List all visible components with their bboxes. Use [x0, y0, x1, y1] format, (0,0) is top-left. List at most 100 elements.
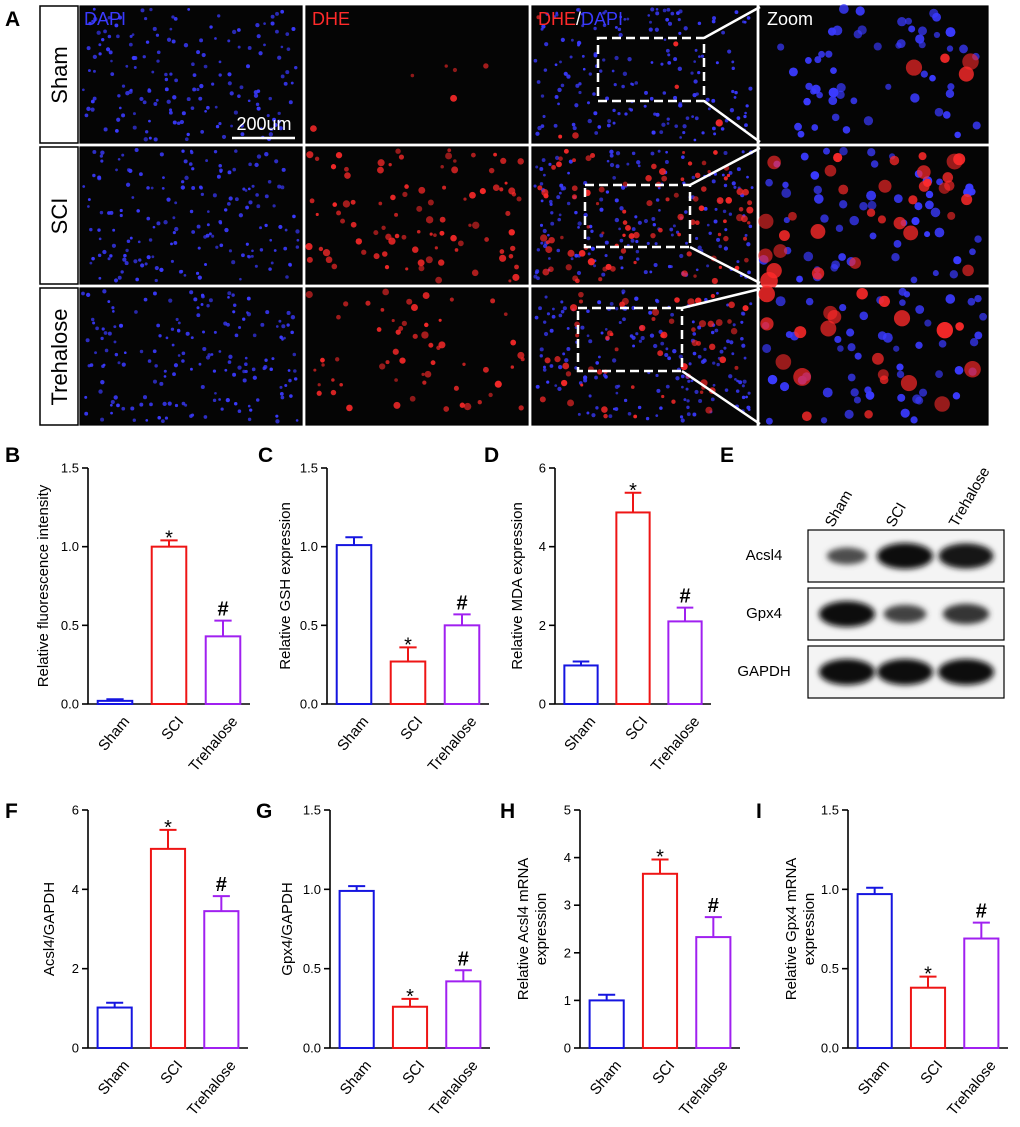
zoom-connector — [689, 245, 761, 285]
y-tick-label: 1.5 — [300, 461, 318, 476]
blot-row-label-acsl4: Acsl4 — [746, 547, 783, 564]
bar-trehalose — [667, 620, 703, 706]
label-dhe: DHE — [312, 9, 350, 29]
y-tick-label: 1.0 — [61, 539, 79, 554]
micrograph-cell — [305, 5, 529, 144]
zoom-connector — [681, 369, 761, 426]
zoom-connector — [703, 99, 761, 144]
panel-letter-f: F — [5, 800, 18, 823]
category-label: Trehalose — [425, 713, 481, 775]
y-tick-label: 0 — [564, 1041, 571, 1056]
significance-marker: # — [216, 874, 227, 896]
bar-sci — [909, 986, 947, 1049]
y-tick-label: 0.0 — [61, 697, 79, 712]
blot-band — [826, 547, 868, 565]
blot-bands — [819, 543, 994, 685]
significance-marker: # — [976, 901, 987, 923]
blot-band — [883, 604, 927, 624]
category-label: SCI — [399, 1057, 428, 1087]
y-axis-label: Acsl4/GAPDH — [41, 882, 58, 976]
bar-sham — [856, 893, 893, 1049]
bar-sham — [96, 1006, 133, 1049]
panel-letter-i: I — [756, 800, 762, 823]
panel-e: E Sham SCI Trehalose Acsl4 Gpx4 GAPDH — [720, 444, 1005, 699]
panel-letter-e: E — [720, 444, 734, 467]
bar-trehalose — [203, 910, 240, 1050]
y-axis-label: Relative fluorescence intensity — [35, 484, 52, 687]
blot-lane-sci: SCI — [883, 500, 910, 530]
bar-sham — [563, 664, 599, 705]
y-tick-label: 0.5 — [821, 961, 839, 976]
zoom-connector — [689, 146, 761, 187]
row-label-sci: SCI — [47, 198, 72, 235]
micrograph-nuclei — [81, 7, 298, 142]
y-tick-label: 6 — [72, 803, 79, 818]
blot-band — [938, 543, 994, 569]
blot-band — [938, 659, 994, 685]
y-tick-label: 0.0 — [821, 1041, 839, 1056]
category-label: SCI — [649, 1057, 678, 1087]
category-label: Sham — [334, 713, 372, 754]
y-tick-label: 1 — [564, 993, 571, 1008]
panel-letter-g: G — [256, 800, 272, 823]
category-label: Trehalose — [186, 713, 242, 775]
y-tick-label: 1.5 — [303, 803, 321, 818]
bar-trehalose — [445, 980, 482, 1049]
row-label-box-trehalose — [39, 287, 79, 426]
label-dhe-dapi: DHE/DAPI — [538, 9, 623, 29]
bar-sci — [391, 1005, 429, 1049]
chart-g: 0.0 0.5 1.0 1.5 Gpx4/GAPDH Sham * SCI # Trehalose — [279, 803, 490, 1119]
micrograph-cell — [79, 146, 303, 285]
category-label: Sham — [95, 1057, 133, 1098]
significance-marker: * — [164, 817, 172, 839]
blot-lane-trehalose: Trehalose — [946, 464, 994, 530]
y-tick-label: 0.5 — [61, 618, 79, 633]
label-zoom: Zoom — [767, 9, 813, 29]
panel-letter-c: C — [258, 444, 273, 467]
significance-marker: # — [217, 599, 228, 621]
category-label: SCI — [397, 713, 426, 743]
y-tick-label: 4 — [72, 882, 79, 897]
microscopy-images — [79, 4, 989, 426]
y-axis-label: Relative Acsl4 mRNAexpression — [515, 858, 550, 1001]
micrograph-nuclei — [777, 4, 981, 139]
bar-trehalose — [204, 635, 242, 706]
row-label-trehalose: Trehalose — [47, 308, 72, 405]
y-tick-label: 1.0 — [300, 539, 318, 554]
category-label: Trehalose — [426, 1057, 482, 1119]
blot-band — [942, 603, 990, 625]
y-axis-label: Gpx4/GAPDH — [279, 882, 296, 975]
panel-a: A Sham SCI Trehalose DAPI DHE DHE/DAPI Z… — [5, 4, 989, 426]
row-label-box-sham — [39, 5, 79, 144]
scale-bar-label: 200um — [236, 114, 291, 134]
micrograph-nuclei — [758, 147, 982, 290]
category-label: Trehalose — [648, 713, 704, 775]
significance-marker: # — [456, 592, 467, 614]
micrograph-nuclei — [81, 289, 299, 424]
micrograph-cell — [79, 287, 303, 426]
bar-sham — [96, 699, 134, 705]
category-label: SCI — [158, 713, 187, 743]
panel-letter-a: A — [5, 8, 20, 31]
y-tick-label: 2 — [564, 945, 571, 960]
category-label: SCI — [622, 713, 651, 743]
zoom-connector — [681, 287, 761, 310]
chart-b: 0.0 0.5 1.0 1.5 Relative fluorescence intens… — [35, 461, 250, 775]
bar-sham — [588, 999, 625, 1050]
y-tick-label: 0.5 — [300, 618, 318, 633]
panel-letter-h: H — [500, 800, 515, 823]
y-axis-label: Relative GSH expression — [277, 502, 294, 670]
micrograph-nuclei — [534, 289, 753, 423]
y-tick-label: 0.5 — [303, 961, 321, 976]
chart-i: 0.0 0.5 1.0 1.5 Relative Gpx4 mRNAexpression… — [783, 803, 1008, 1119]
y-tick-label: 0 — [539, 697, 546, 712]
micrograph-cell — [305, 287, 529, 426]
significance-marker: * — [924, 964, 932, 986]
y-axis-label: Relative Gpx4 mRNAexpression — [783, 858, 818, 1001]
significance-marker: * — [629, 480, 637, 502]
y-tick-label: 1.5 — [61, 461, 79, 476]
panel-letter-b: B — [5, 444, 20, 467]
y-tick-label: 1.0 — [303, 882, 321, 897]
significance-marker: * — [404, 634, 412, 656]
